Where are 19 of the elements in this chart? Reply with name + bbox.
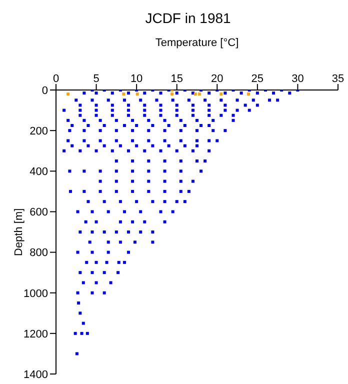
chart-title: JCDF in 1981 (144, 9, 232, 28)
y-tick-label: 800 (30, 247, 48, 260)
x-tick-label: 10 (130, 73, 143, 85)
y-tick-label: 1200 (24, 328, 48, 340)
x-tick-label: 25 (251, 73, 264, 85)
x-tick-label: 5 (93, 73, 100, 85)
x-tick-label: 30 (292, 73, 304, 85)
x-axis-title: Temperature [°C] (155, 37, 239, 49)
x-tick-label: 20 (211, 73, 224, 85)
y-tick-label: 600 (30, 206, 48, 219)
x-tick-label: 0 (52, 73, 60, 85)
y-tick-label: 1400 (24, 368, 48, 381)
y-tick-label: 0 (42, 84, 48, 97)
y-axis-title: Depth [m] (12, 208, 25, 256)
x-tick-label: 35 (332, 73, 344, 85)
y-tick-label: 1000 (24, 288, 48, 300)
y-tick-label: 400 (30, 166, 48, 178)
x-tick-label: 15 (170, 73, 183, 85)
y-tick-label: 200 (30, 125, 48, 138)
